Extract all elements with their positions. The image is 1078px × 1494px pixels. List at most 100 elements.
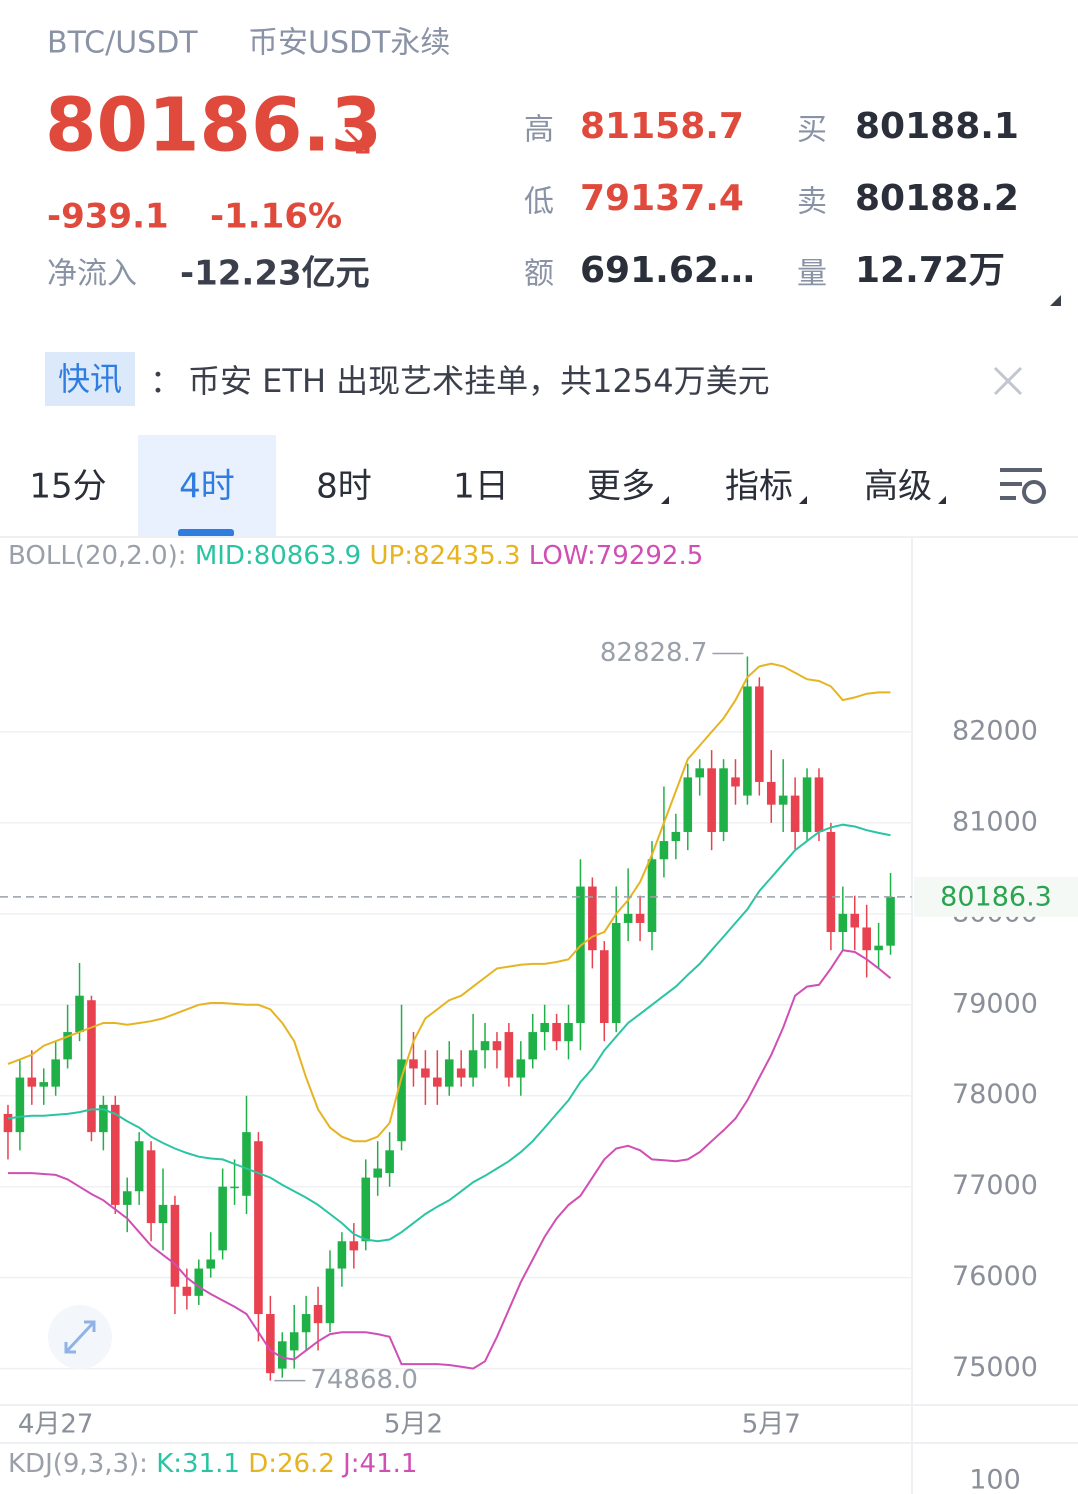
y-tick-label: 81000 — [952, 806, 1038, 837]
candle-body — [802, 777, 812, 832]
kdj-legend: KDJ(9,3,3): K:31.1 D:26.2 J:41.1 — [8, 1449, 417, 1479]
tab-dropdown[interactable] — [938, 496, 946, 504]
last-price-box — [914, 876, 1078, 917]
stat-value: 12.72万 — [855, 250, 1005, 291]
candle-body — [719, 768, 728, 832]
last-price-label: 80186.3 — [940, 881, 1052, 912]
stats: 高 81158.7 低 79137.4 额 691.62… 买 80188.1 卖 80188.2… — [524, 106, 1019, 292]
tab[interactable]: 8时 — [316, 467, 372, 507]
candle-body — [349, 1241, 359, 1251]
stat-label: 额 — [524, 257, 554, 292]
expand-icon[interactable] — [48, 1305, 112, 1369]
candle-chart: 7500076000770007800079000800008100082000… — [0, 638, 1078, 1440]
candle-body — [63, 1032, 72, 1060]
settings-icon[interactable] — [1000, 468, 1046, 504]
candle-body — [182, 1286, 192, 1296]
x-tick-label: 5月7 — [742, 1410, 801, 1440]
candle-body — [409, 1059, 418, 1069]
tab[interactable]: 更多 — [587, 467, 655, 507]
x-tick-label: 4月27 — [18, 1410, 94, 1440]
candle-body — [433, 1077, 442, 1087]
tab[interactable]: 高级 — [864, 467, 932, 507]
stat-value: 79137.4 — [580, 178, 744, 219]
net-inflow: -12.23亿元 — [180, 254, 370, 294]
stat-value: 81158.7 — [580, 106, 744, 147]
candle-body — [731, 777, 740, 787]
candle-body — [361, 1177, 371, 1242]
tabs: 15分 4时 8时 1日 更多 指标 高级 — [29, 467, 946, 507]
candle-body — [373, 1168, 382, 1178]
kdj-title: KDJ(9,3,3): — [8, 1449, 148, 1479]
active-tab-underline — [178, 529, 234, 537]
tab[interactable]: 15分 — [29, 467, 106, 507]
stat-value: 80188.1 — [855, 106, 1019, 147]
candle-body — [218, 1186, 227, 1251]
pair: BTC/USDT — [47, 26, 198, 61]
boll-mid: MID:80863.9 — [195, 541, 361, 571]
candle-body — [277, 1341, 287, 1369]
boll-title: BOLL(20,2.0): — [8, 541, 187, 571]
candle-body — [87, 1000, 96, 1133]
candle-body — [206, 1259, 216, 1269]
boll-up: UP:82435.3 — [370, 541, 521, 571]
candle-body — [611, 922, 621, 1023]
candle-body — [51, 1059, 60, 1087]
candle-body — [874, 945, 883, 951]
active-tab-bg — [138, 435, 276, 537]
close-icon[interactable] — [993, 366, 1023, 396]
candle-body — [146, 1150, 156, 1224]
candle-body — [397, 1059, 406, 1142]
stat-label: 买 — [797, 113, 827, 148]
candle-body — [480, 1041, 490, 1051]
kdj-tick-label: 100 — [969, 1465, 1021, 1494]
candle-body — [15, 1077, 25, 1133]
low-annotation: 74868.0 — [310, 1365, 418, 1395]
candle-body — [695, 768, 704, 778]
y-tick-label: 79000 — [952, 988, 1038, 1019]
candle-body — [301, 1314, 311, 1333]
kdj-d: D:26.2 — [248, 1449, 335, 1479]
news-tag[interactable]: 快讯 — [58, 360, 122, 398]
stat-label: 低 — [524, 185, 554, 220]
candle-body — [659, 841, 669, 860]
change: -939.1 — [47, 197, 169, 237]
candle-body — [456, 1068, 466, 1078]
candle-body — [576, 886, 585, 1023]
candle-body — [552, 1022, 561, 1042]
high-annotation: 82828.7 — [600, 638, 708, 668]
candle-body — [623, 913, 633, 923]
candle-body — [254, 1141, 263, 1315]
candle-body — [755, 686, 764, 782]
candle-body — [444, 1059, 454, 1087]
tab[interactable]: 指标 — [725, 467, 793, 507]
candle-body — [516, 1059, 526, 1078]
candle-body — [707, 768, 716, 832]
candle-body — [266, 1314, 275, 1374]
candle-body — [289, 1332, 299, 1351]
candle-body — [528, 1032, 538, 1060]
tab-dropdown[interactable] — [661, 496, 669, 504]
candle-body — [600, 950, 609, 1023]
candle-body — [778, 795, 788, 805]
down-arrow — [344, 128, 370, 154]
kdj-j: J:41.1 — [341, 1449, 417, 1479]
news-tag-bg — [45, 352, 135, 406]
tab[interactable]: 1日 — [453, 467, 509, 507]
candle-body — [230, 1186, 239, 1189]
y-tick-label: 75000 — [952, 1352, 1038, 1383]
candle-body — [122, 1191, 132, 1205]
candle-body — [862, 927, 871, 951]
y-tick-label: 76000 — [952, 1261, 1038, 1292]
stat-label: 高 — [524, 113, 554, 148]
net-inflow-label: 净流入 — [47, 257, 137, 292]
corner-triangle — [1050, 295, 1061, 306]
tab[interactable]: 4时 — [179, 467, 235, 507]
candle-body — [683, 777, 693, 832]
candle-body — [111, 1104, 120, 1205]
candle-body — [671, 831, 681, 842]
stat-label: 量 — [797, 257, 827, 292]
x-tick-label: 5月2 — [384, 1410, 443, 1440]
news-text[interactable]: 币安 ETH 出现艺术挂单，共1254万美元 — [188, 362, 770, 400]
price: 80186.3 — [45, 83, 382, 169]
tab-dropdown[interactable] — [799, 496, 807, 504]
